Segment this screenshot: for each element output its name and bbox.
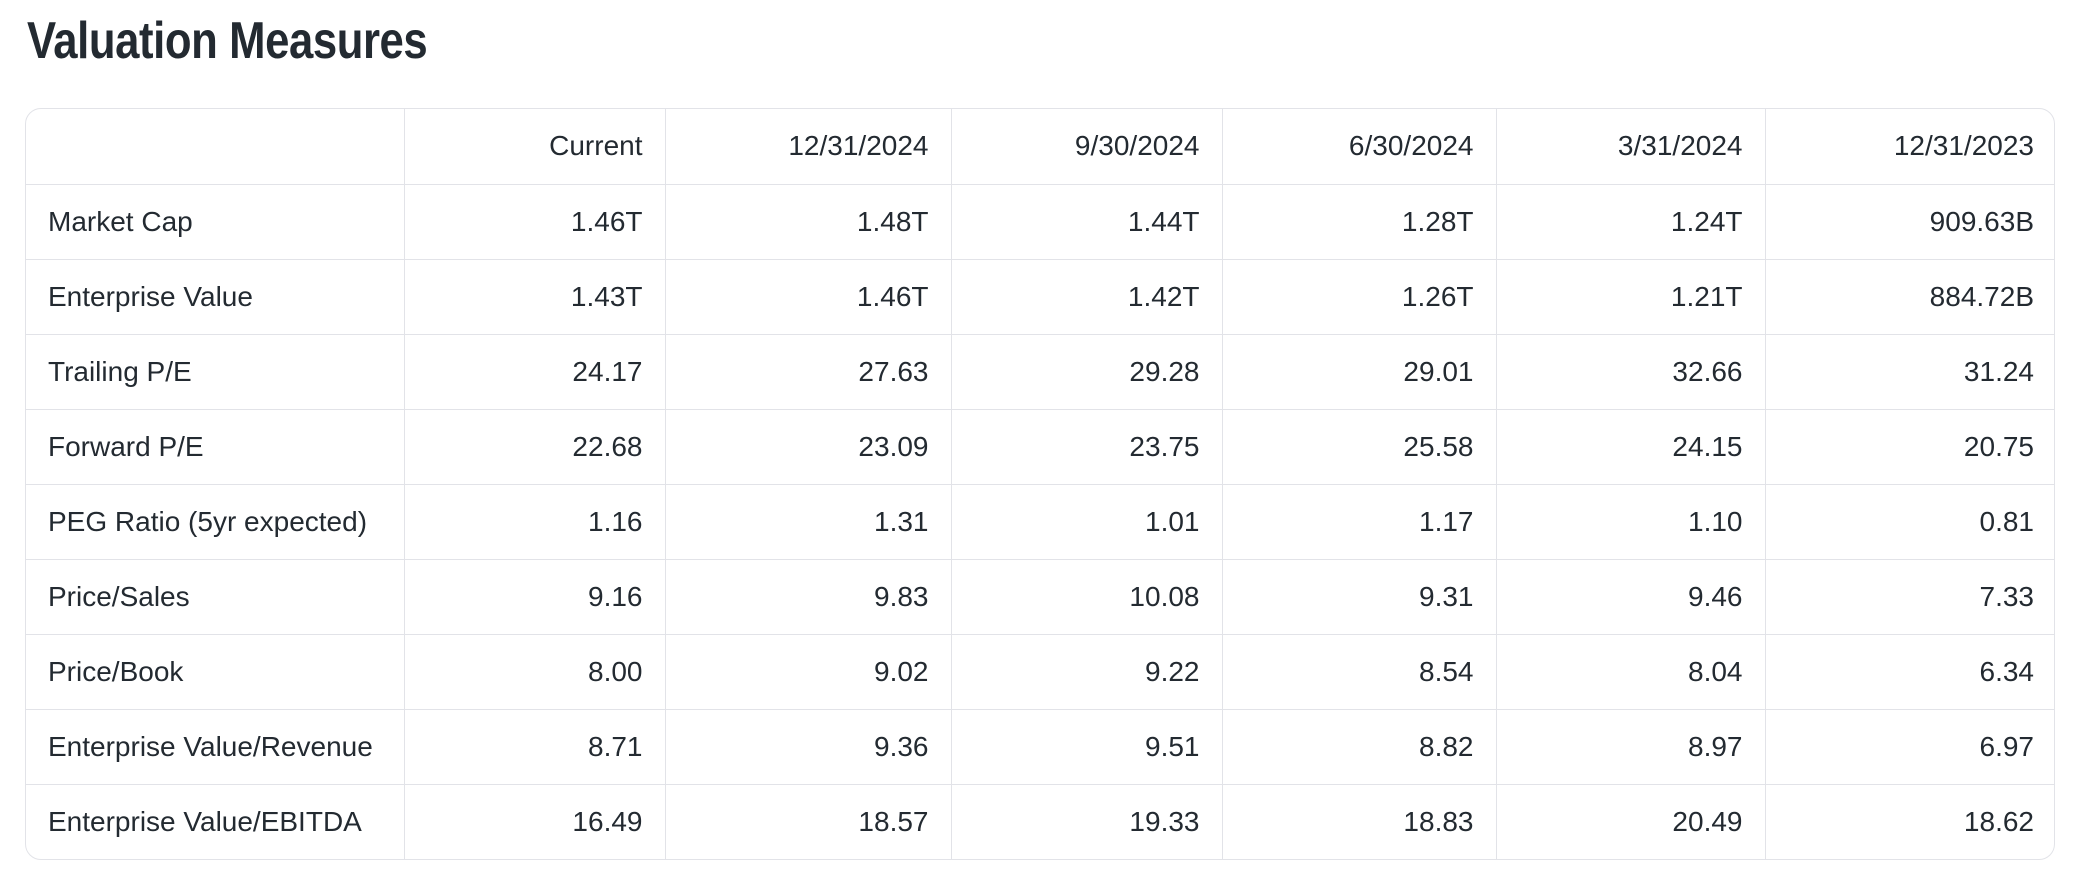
value-cell: 22.68 bbox=[403, 408, 665, 485]
value-cell: 1.01 bbox=[950, 483, 1222, 560]
value-cell: 9.31 bbox=[1221, 558, 1496, 635]
corner-header bbox=[26, 109, 404, 184]
value-cell: 32.66 bbox=[1495, 333, 1765, 410]
value-cell: 1.21T bbox=[1495, 258, 1765, 335]
value-cell: 9.51 bbox=[950, 708, 1222, 785]
value-cell: 1.28T bbox=[1221, 183, 1496, 260]
value-cell: 1.24T bbox=[1495, 183, 1765, 260]
value-cell: 8.00 bbox=[403, 633, 665, 710]
value-cell: 24.15 bbox=[1495, 408, 1765, 485]
value-cell: 9.46 bbox=[1495, 558, 1765, 635]
table-row: Forward P/E 22.68 23.09 23.75 25.58 24.15 20.7… bbox=[26, 408, 2054, 485]
value-cell: 9.02 bbox=[664, 633, 951, 710]
row-label: Price/Sales bbox=[26, 558, 404, 635]
row-label: Trailing P/E bbox=[26, 333, 404, 410]
value-cell: 6.97 bbox=[1764, 708, 2054, 785]
value-cell: 29.28 bbox=[950, 333, 1222, 410]
row-label: Market Cap bbox=[26, 183, 404, 260]
value-cell: 1.16 bbox=[403, 483, 665, 560]
row-label: Forward P/E bbox=[26, 408, 404, 485]
column-header: 9/30/2024 bbox=[950, 109, 1222, 185]
page-title: Valuation Measures bbox=[27, 12, 428, 70]
value-cell: 6.34 bbox=[1764, 633, 2054, 710]
column-header: 12/31/2023 bbox=[1764, 109, 2054, 185]
table-body: Market Cap 1.46T 1.48T 1.44T 1.28T 1.24T 909.6… bbox=[26, 183, 2054, 860]
table-header-row: Current 12/31/2024 9/30/2024 6/30/2024 3/31/… bbox=[26, 109, 2054, 185]
value-cell: 8.04 bbox=[1495, 633, 1765, 710]
value-cell: 18.83 bbox=[1221, 783, 1496, 860]
value-cell: 1.46T bbox=[403, 183, 665, 260]
table-row: Enterprise Value 1.43T 1.46T 1.42T 1.26T 1.21… bbox=[26, 258, 2054, 335]
value-cell: 29.01 bbox=[1221, 333, 1496, 410]
value-cell: 1.26T bbox=[1221, 258, 1496, 335]
value-cell: 23.09 bbox=[664, 408, 951, 485]
table-row: PEG Ratio (5yr expected) 1.16 1.31 1.01 1.17… bbox=[26, 483, 2054, 560]
value-cell: 1.17 bbox=[1221, 483, 1496, 560]
value-cell: 27.63 bbox=[664, 333, 951, 410]
value-cell: 1.10 bbox=[1495, 483, 1765, 560]
row-label: Enterprise Value/Revenue bbox=[26, 708, 404, 785]
value-cell: 16.49 bbox=[403, 783, 665, 860]
value-cell: 8.71 bbox=[403, 708, 665, 785]
row-label: Enterprise Value bbox=[26, 258, 404, 335]
value-cell: 18.57 bbox=[664, 783, 951, 860]
table-row: Price/Book 8.00 9.02 9.22 8.54 8.04 6.34 bbox=[26, 633, 2054, 710]
row-label: Price/Book bbox=[26, 633, 404, 710]
value-cell: 909.63B bbox=[1764, 183, 2054, 260]
value-cell: 1.31 bbox=[664, 483, 951, 560]
value-cell: 1.48T bbox=[664, 183, 951, 260]
column-header: Current bbox=[403, 109, 665, 185]
value-cell: 1.42T bbox=[950, 258, 1222, 335]
value-cell: 7.33 bbox=[1764, 558, 2054, 635]
value-cell: 19.33 bbox=[950, 783, 1222, 860]
value-cell: 9.36 bbox=[664, 708, 951, 785]
value-cell: 9.83 bbox=[664, 558, 951, 635]
table-row: Market Cap 1.46T 1.48T 1.44T 1.28T 1.24T 909.6… bbox=[26, 183, 2054, 260]
value-cell: 10.08 bbox=[950, 558, 1222, 635]
value-cell: 8.82 bbox=[1221, 708, 1496, 785]
value-cell: 1.46T bbox=[664, 258, 951, 335]
value-cell: 9.16 bbox=[403, 558, 665, 635]
value-cell: 0.81 bbox=[1764, 483, 2054, 560]
value-cell: 1.43T bbox=[403, 258, 665, 335]
valuation-table-container: Current 12/31/2024 9/30/2024 6/30/2024 3/31/… bbox=[25, 108, 2055, 861]
table-row: Enterprise Value/Revenue 8.71 9.36 9.51 8.82… bbox=[26, 708, 2054, 785]
table-row: Price/Sales 9.16 9.83 10.08 9.31 9.46 7.33 bbox=[26, 558, 2054, 635]
valuation-table: Current 12/31/2024 9/30/2024 6/30/2024 3/31/… bbox=[26, 109, 2054, 860]
column-header: 6/30/2024 bbox=[1221, 109, 1496, 185]
value-cell: 8.97 bbox=[1495, 708, 1765, 785]
page: { "title": "Valuation Measures", "colors… bbox=[0, 12, 2074, 884]
column-header: 3/31/2024 bbox=[1495, 109, 1765, 185]
table-row: Enterprise Value/EBITDA 16.49 18.57 19.33 18… bbox=[26, 783, 2054, 860]
value-cell: 18.62 bbox=[1764, 783, 2054, 860]
value-cell: 8.54 bbox=[1221, 633, 1496, 710]
value-cell: 23.75 bbox=[950, 408, 1222, 485]
column-header: 12/31/2024 bbox=[664, 109, 951, 185]
value-cell: 884.72B bbox=[1764, 258, 2054, 335]
value-cell: 20.49 bbox=[1495, 783, 1765, 860]
value-cell: 31.24 bbox=[1764, 333, 2054, 410]
value-cell: 9.22 bbox=[950, 633, 1222, 710]
value-cell: 24.17 bbox=[403, 333, 665, 410]
value-cell: 25.58 bbox=[1221, 408, 1496, 485]
row-label: Enterprise Value/EBITDA bbox=[26, 783, 404, 860]
value-cell: 1.44T bbox=[950, 183, 1222, 260]
value-cell: 20.75 bbox=[1764, 408, 2054, 485]
table-row: Trailing P/E 24.17 27.63 29.28 29.01 32.66 31.… bbox=[26, 333, 2054, 410]
row-label: PEG Ratio (5yr expected) bbox=[26, 483, 404, 560]
